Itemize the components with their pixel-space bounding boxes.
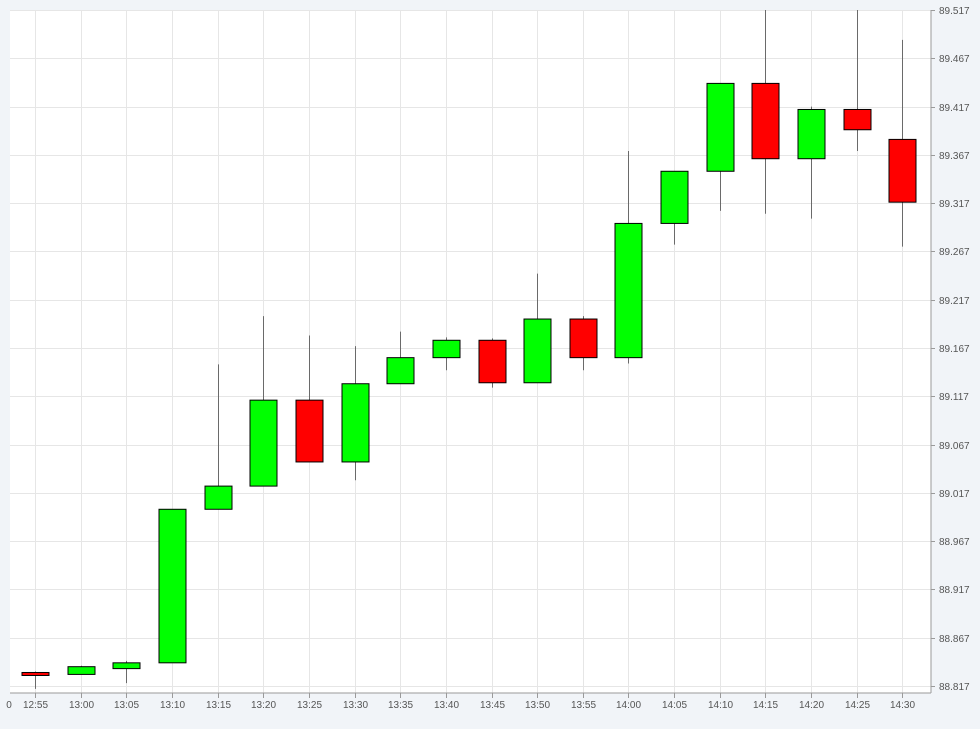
- y-tick-label: 89.067: [939, 441, 970, 452]
- x-tick-label: 14:25: [845, 700, 870, 711]
- candle: [67, 665, 96, 675]
- y-tick-label: 89.367: [939, 151, 970, 162]
- candle-body-up: [706, 82, 735, 172]
- x-tick-label: 14:20: [799, 700, 824, 711]
- y-tick-label: 89.517: [939, 6, 970, 17]
- candle-body-up: [112, 662, 141, 670]
- candle-body-up: [614, 222, 643, 359]
- candle-body-up: [158, 508, 187, 664]
- x-tick-label: 13:05: [114, 700, 139, 711]
- candles: [21, 10, 917, 689]
- candle: [797, 106, 826, 219]
- x-tick-label: 14:10: [708, 700, 733, 711]
- x-tick-label: 13:10: [160, 700, 185, 711]
- x-tick-label: 14:15: [753, 700, 778, 711]
- candle-body-down: [21, 671, 50, 676]
- candle-body-up: [249, 399, 278, 487]
- x-edge-label: 0: [6, 700, 12, 711]
- x-tick-label: 13:30: [343, 700, 368, 711]
- plot-area: [10, 10, 931, 693]
- x-tick-label: 14:00: [616, 700, 641, 711]
- candle-body-down: [751, 82, 780, 160]
- candle: [21, 671, 50, 689]
- candle: [478, 338, 507, 388]
- x-tick-label: 13:40: [434, 700, 459, 711]
- candle-body-up: [204, 485, 233, 510]
- x-tick-label: 14:05: [662, 700, 687, 711]
- x-tick-label: 13:45: [480, 700, 505, 711]
- candle-body-down: [888, 138, 917, 203]
- x-tick-label: 12:55: [23, 700, 48, 711]
- y-tick-label: 89.117: [939, 392, 969, 403]
- candle: [341, 346, 370, 481]
- candle: [204, 364, 233, 510]
- y-tick-label: 89.217: [939, 296, 970, 307]
- y-tick-label: 89.317: [939, 199, 970, 210]
- candle-body-up: [523, 318, 552, 384]
- y-tick-label: 88.867: [939, 634, 970, 645]
- y-tick-label: 89.017: [939, 489, 970, 500]
- candle: [295, 335, 324, 463]
- x-tick-label: 13:55: [571, 700, 596, 711]
- x-tick-label: 13:25: [297, 700, 322, 711]
- candle-body-up: [432, 339, 461, 359]
- candle: [888, 39, 917, 247]
- x-tick-label: 13:50: [525, 700, 550, 711]
- candle-body-up: [386, 357, 415, 385]
- y-tick-label: 89.467: [939, 54, 970, 65]
- candle-body-up: [67, 666, 96, 675]
- x-tick-label: 14:30: [890, 700, 915, 711]
- x-tick-label: 13:35: [388, 700, 413, 711]
- x-axis-labels: 0 12:55 13:00 13:05 13:10 13:15 13:20 13:25 13:…: [6, 700, 915, 711]
- candle-body-up: [341, 383, 370, 463]
- y-tick-label: 89.267: [939, 247, 970, 258]
- candle-body-down: [478, 339, 507, 384]
- candle: [614, 150, 643, 364]
- candle: [432, 337, 461, 371]
- candle: [112, 660, 141, 684]
- x-tick-label: 13:00: [69, 700, 94, 711]
- candle: [158, 508, 187, 664]
- y-axis-labels: 88.817 88.867 88.917 88.967 89.017 89.067 89.1…: [939, 6, 970, 693]
- y-tick-label: 88.967: [939, 537, 970, 548]
- candle: [751, 10, 780, 214]
- x-tick-label: 13:20: [251, 700, 276, 711]
- y-tick-label: 89.417: [939, 103, 970, 114]
- y-tick-label: 88.817: [939, 682, 970, 693]
- candle: [386, 331, 415, 385]
- candle-body-down: [295, 399, 324, 463]
- x-tick-label: 13:15: [206, 700, 231, 711]
- candle-body-down: [569, 318, 598, 359]
- candle: [843, 10, 872, 151]
- candle-body-up: [660, 170, 689, 224]
- candle-body-up: [797, 108, 826, 160]
- candle: [660, 170, 689, 245]
- y-tick-label: 88.917: [939, 585, 970, 596]
- y-tick-label: 89.167: [939, 344, 970, 355]
- candle: [249, 316, 278, 487]
- candle: [706, 82, 735, 211]
- candle: [569, 316, 598, 371]
- candle: [523, 273, 552, 384]
- candle-body-down: [843, 108, 872, 131]
